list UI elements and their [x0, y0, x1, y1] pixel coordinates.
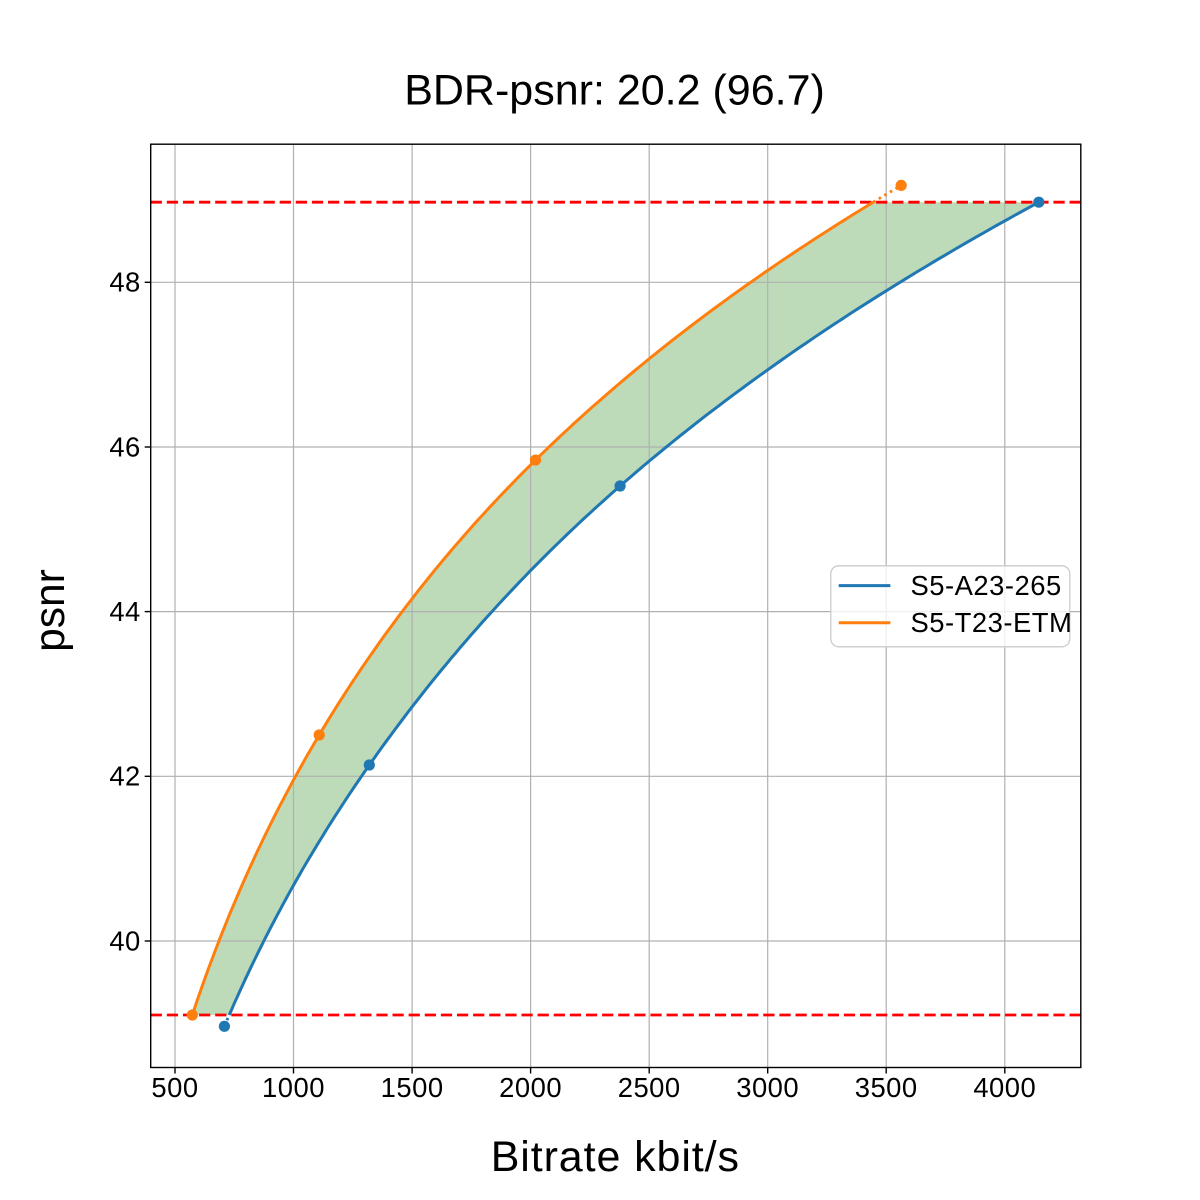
svg-text:3500: 3500 — [855, 1072, 918, 1103]
svg-text:BDR-psnr: 20.2 (96.7): BDR-psnr: 20.2 (96.7) — [404, 67, 825, 115]
svg-text:1500: 1500 — [381, 1072, 444, 1103]
svg-text:S5-A23-265: S5-A23-265 — [911, 570, 1062, 601]
svg-text:psnr: psnr — [27, 569, 74, 652]
svg-text:2500: 2500 — [618, 1072, 681, 1103]
svg-text:40: 40 — [109, 925, 140, 956]
svg-text:1000: 1000 — [262, 1072, 325, 1103]
svg-text:46: 46 — [109, 431, 140, 462]
svg-text:500: 500 — [151, 1072, 198, 1103]
svg-text:48: 48 — [109, 267, 140, 298]
svg-text:Bitrate kbit/s: Bitrate kbit/s — [491, 1133, 740, 1181]
svg-text:42: 42 — [109, 761, 140, 792]
svg-text:44: 44 — [109, 596, 140, 627]
svg-text:2000: 2000 — [499, 1072, 562, 1103]
svg-text:4000: 4000 — [973, 1072, 1036, 1103]
svg-text:3000: 3000 — [736, 1072, 799, 1103]
svg-text:S5-T23-ETM: S5-T23-ETM — [911, 607, 1073, 638]
